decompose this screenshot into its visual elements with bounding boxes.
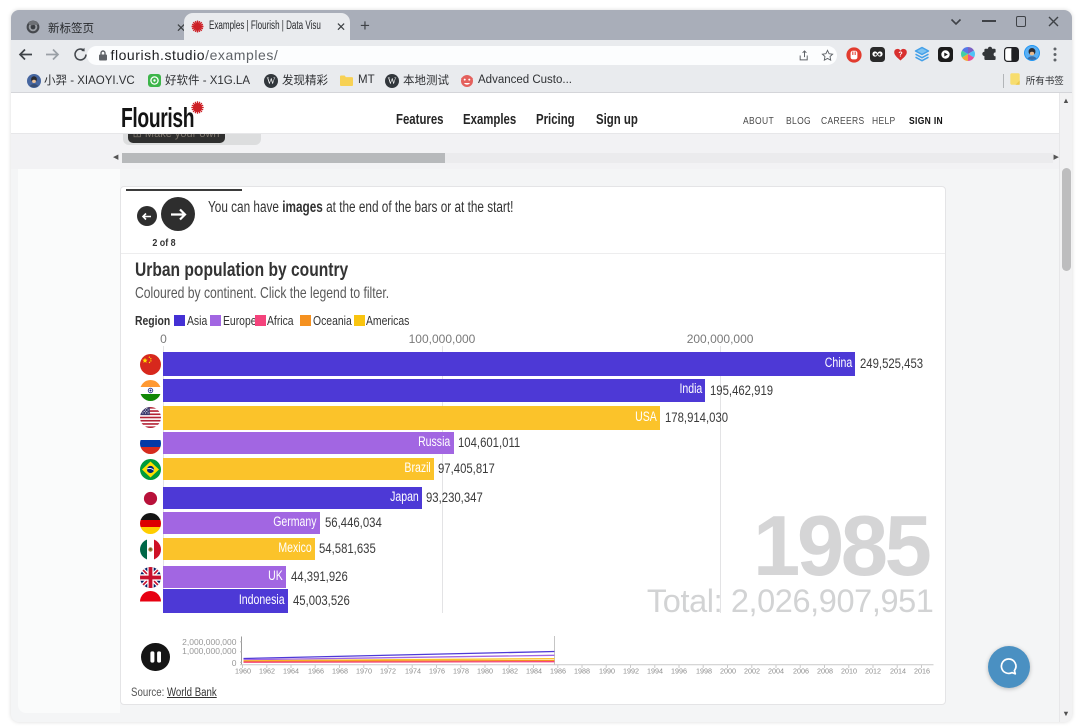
svg-text:W: W (387, 76, 396, 86)
svg-text:?: ? (898, 51, 902, 58)
svg-text:W: W (266, 76, 275, 86)
